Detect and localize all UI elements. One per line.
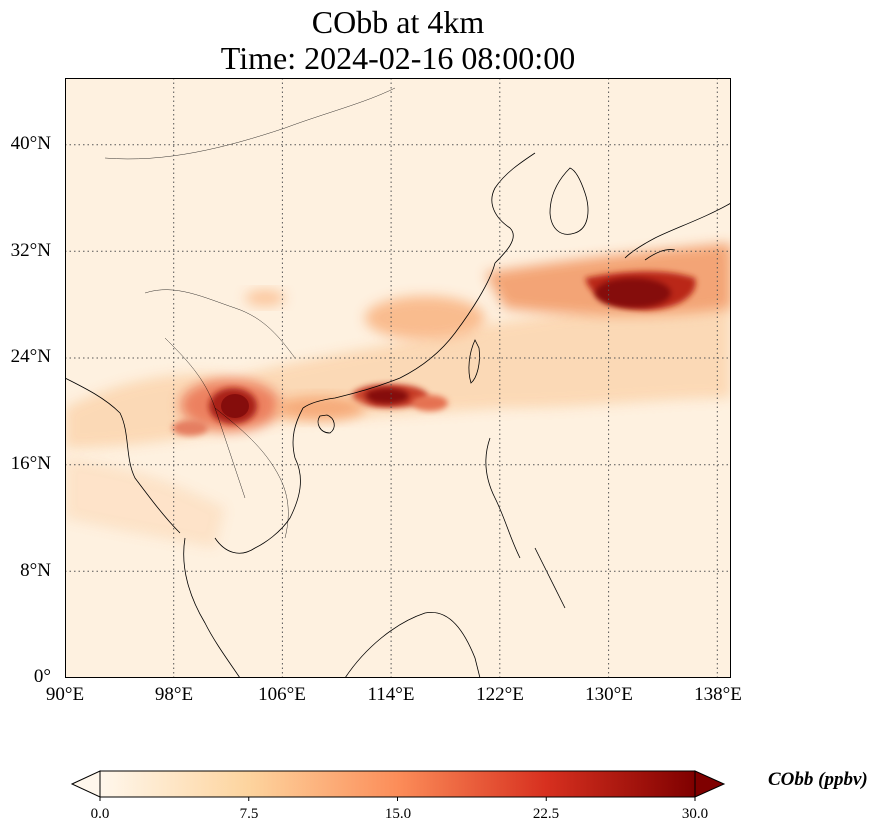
colorbar-gradient	[99, 770, 696, 798]
myanmar-coast	[65, 377, 181, 534]
map-title: CObb at 4km	[311, 4, 485, 40]
plume-south-china-sea-peak	[365, 388, 409, 404]
lon-tick-label: 130°E	[585, 684, 633, 705]
colorbar-tick-label: 0.0	[90, 806, 110, 822]
map-frame	[65, 78, 731, 678]
plume-central	[365, 296, 485, 340]
malay-peninsula	[183, 537, 241, 678]
lon-tick-label: 138°E	[694, 684, 742, 705]
plume-field	[65, 243, 731, 548]
coastlines	[65, 152, 731, 678]
map-timestamp: Time: 2024-02-16 08:00:00	[220, 40, 576, 76]
lat-tick-label: 0°	[33, 666, 51, 687]
colorbar	[70, 770, 726, 801]
gridlines	[65, 78, 731, 678]
concentration-map	[65, 78, 731, 678]
borneo	[344, 611, 481, 678]
bohai-coast	[491, 152, 536, 264]
indochina	[214, 407, 304, 554]
lat-tick-label: 24°N	[10, 346, 51, 367]
hainan	[317, 414, 335, 434]
colorbar-extend-min	[70, 770, 101, 798]
colorbar-extend-max	[694, 770, 726, 798]
lat-tick-label: 16°N	[10, 453, 51, 474]
china-coast	[302, 262, 496, 409]
colorbar-tick-label: 22.5	[532, 806, 560, 822]
philippines	[485, 437, 566, 609]
plume-laos-peak	[221, 394, 249, 418]
lat-tick-label: 8°N	[20, 560, 51, 581]
lat-tick-label: 32°N	[10, 240, 51, 261]
plume-sea-secondary	[412, 395, 448, 411]
lon-tick-label: 90°E	[45, 684, 85, 705]
lon-tick-label: 122°E	[476, 684, 524, 705]
country-borders	[104, 87, 396, 539]
lon-tick-label: 98°E	[154, 684, 194, 705]
lon-tick-label: 106°E	[258, 684, 306, 705]
taiwan	[468, 339, 480, 384]
plume-mainland	[245, 290, 285, 306]
lat-tick-label: 40°N	[10, 133, 51, 154]
plume-taiwan-strait	[275, 396, 365, 420]
colorbar-label: CObb (ppbv)	[768, 769, 868, 790]
plume-south-band	[65, 458, 225, 548]
colorbar-tick-label: 7.5	[239, 806, 259, 822]
colorbar-tick-label: 15.0	[384, 806, 412, 822]
lon-tick-label: 114°E	[367, 684, 415, 705]
plume-east-peak	[595, 278, 671, 308]
plume-myanmar	[172, 420, 208, 436]
korea	[549, 167, 589, 235]
colorbar-tick-label: 30.0	[681, 806, 709, 822]
